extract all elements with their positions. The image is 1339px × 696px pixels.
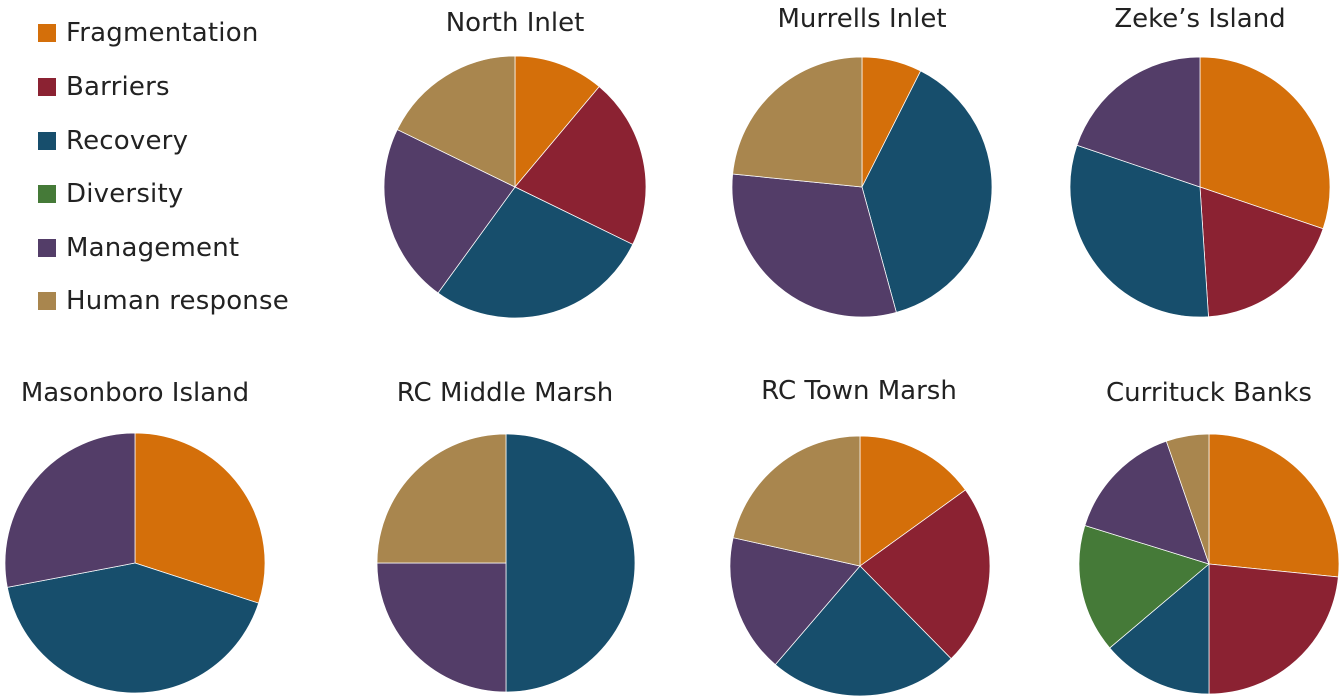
pie-slice-human-response <box>396 55 516 188</box>
legend-item-barriers: Barriers <box>38 72 170 102</box>
pie-slice-human-response <box>732 435 861 567</box>
pie-slice-recovery <box>861 70 993 313</box>
pie-chart-zekes-island: Zeke’s Island <box>1068 0 1332 330</box>
pie-slice-management <box>731 173 897 318</box>
pie-slice-human-response <box>1165 433 1210 565</box>
pie-slice-management <box>729 537 861 666</box>
pie-slice-fragmentation <box>134 432 266 604</box>
pie-slice-management <box>4 432 136 588</box>
legend-label: Management <box>66 233 240 263</box>
legend-swatch-barriers <box>38 78 56 96</box>
pie-slice-management <box>383 129 516 294</box>
pie-chart-murrells-inlet: Murrells Inlet <box>730 0 994 330</box>
chart-title: Masonboro Island <box>20 378 250 408</box>
pie-svg <box>1078 433 1339 695</box>
pie-slice-human-response <box>376 433 507 564</box>
legend-item-recovery: Recovery <box>38 126 188 156</box>
pie-svg <box>4 432 266 694</box>
legend-label: Human response <box>66 286 289 316</box>
legend-swatch-management <box>38 239 56 257</box>
legend-label: Fragmentation <box>66 18 259 48</box>
legend-item-management: Management <box>38 233 239 263</box>
pie-chart-masonboro-island: Masonboro Island <box>0 370 270 696</box>
pie-svg <box>1069 56 1331 318</box>
pie-slice-diversity <box>1078 525 1210 649</box>
pie-svg <box>383 55 647 319</box>
legend-swatch-diversity <box>38 185 56 203</box>
legend-swatch-recovery <box>38 132 56 150</box>
pie-chart-north-inlet: North Inlet <box>381 0 649 330</box>
chart-title: RC Middle Marsh <box>396 378 614 408</box>
pie-slice-recovery <box>6 562 260 694</box>
pie-slice-fragmentation <box>859 435 966 567</box>
legend-label: Barriers <box>66 72 170 102</box>
pie-slice-recovery <box>437 186 634 319</box>
legend-label: Diversity <box>66 179 184 209</box>
chart-title: North Inlet <box>445 8 585 38</box>
chart-title: Zeke’s Island <box>1114 4 1286 34</box>
chart-title: Currituck Banks <box>1106 378 1312 408</box>
pie-slice-barriers <box>1208 563 1339 695</box>
pie-slice-human-response <box>732 56 863 188</box>
pie-chart-currituck-banks: Currituck Banks <box>1077 370 1339 696</box>
pie-slice-barriers <box>514 86 647 245</box>
pie-slice-management <box>376 562 507 693</box>
pie-slice-recovery <box>505 433 636 693</box>
chart-title: RC Town Marsh <box>761 376 957 406</box>
pie-slice-recovery <box>1069 144 1209 318</box>
legend-label: Recovery <box>66 126 189 156</box>
pie-svg <box>376 433 636 693</box>
legend-item-diversity: Diversity <box>38 179 183 209</box>
pie-svg <box>731 56 993 318</box>
pie-chart-rc-middle-marsh: RC Middle Marsh <box>372 370 638 696</box>
pie-slice-management <box>1076 56 1201 188</box>
pie-slice-barriers <box>859 489 991 660</box>
pie-slice-fragmentation <box>514 55 600 189</box>
legend-item-fragmentation: Fragmentation <box>38 18 259 48</box>
pie-chart-rc-town-marsh: RC Town Marsh <box>726 370 992 696</box>
pie-svg <box>729 435 991 696</box>
pie-slice-fragmentation <box>1208 433 1339 578</box>
pie-slice-recovery <box>1109 563 1210 695</box>
legend-swatch-fragmentation <box>38 24 56 42</box>
pie-slice-fragmentation <box>1199 56 1331 230</box>
pie-slice-barriers <box>1199 186 1324 318</box>
pie-slice-management <box>1084 440 1210 565</box>
legend-swatch-human-response <box>38 292 56 310</box>
legend-item-human-response: Human response <box>38 286 289 316</box>
chart-title: Murrells Inlet <box>777 4 947 34</box>
